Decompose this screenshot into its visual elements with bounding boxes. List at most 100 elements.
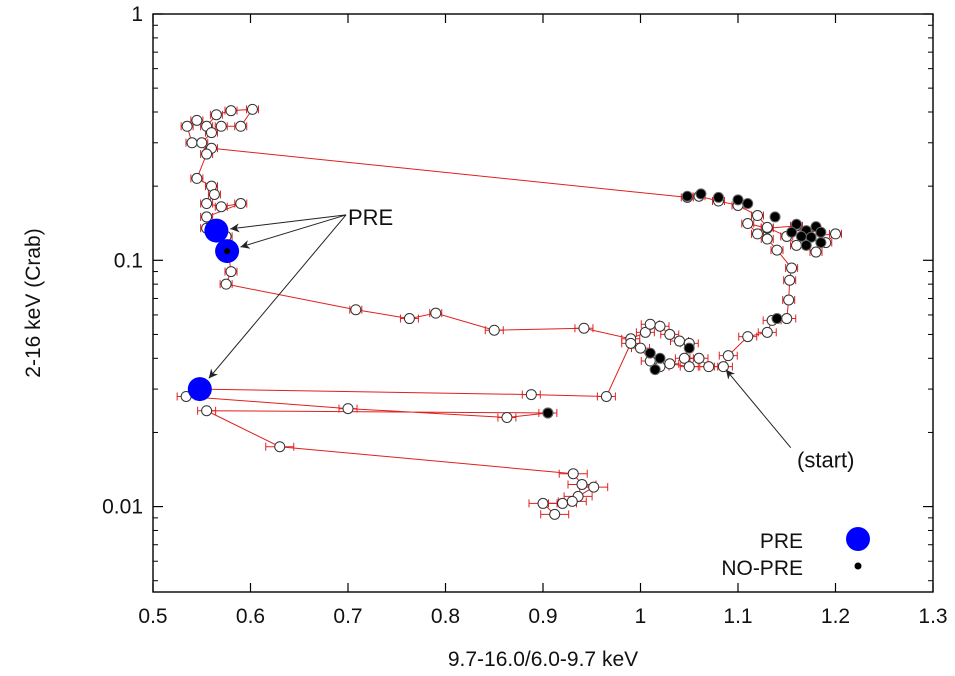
nopre-point: [732, 194, 744, 206]
data-point: [488, 324, 500, 336]
x-tick-label: 0.8: [431, 605, 460, 628]
data-point: [576, 478, 588, 490]
track-points: [180, 103, 841, 520]
data-point: [693, 352, 705, 364]
y-tick-label: 0.01: [102, 496, 143, 519]
error-bars: [176, 105, 842, 519]
pre-point: [204, 218, 229, 243]
annotation-arrow: [725, 369, 792, 449]
data-point: [196, 137, 208, 149]
data-point: [191, 114, 203, 126]
nopre-point: [713, 191, 724, 203]
data-point: [664, 358, 676, 370]
nopre-points: [221, 188, 827, 419]
data-point: [674, 335, 685, 347]
legend-label-nopre: NO-PRE: [721, 557, 803, 580]
data-point: [588, 481, 600, 493]
nopre-point: [654, 352, 666, 364]
y-tick-label: 1: [131, 3, 143, 26]
legend-marker-pre: [846, 527, 870, 551]
data-point: [644, 318, 656, 330]
data-point: [635, 342, 646, 354]
data-point: [186, 137, 198, 149]
data-point: [342, 403, 354, 415]
data-point: [557, 497, 568, 509]
nopre-point: [644, 347, 656, 359]
x-tick-labels: 0.5 0.6 0.7 0.8 0.9 1 1.1 1.2 1.3: [138, 605, 947, 628]
data-point: [683, 361, 695, 373]
x-tick-label: 1: [635, 605, 647, 628]
data-point: [215, 120, 227, 132]
data-point: [225, 105, 237, 117]
data-point: [830, 228, 841, 240]
data-point: [549, 508, 561, 520]
y-tick-labels: 0.01 0.1 1: [102, 3, 143, 519]
data-point: [781, 313, 793, 325]
data-point: [220, 278, 232, 290]
data-point: [215, 201, 227, 213]
data-point: [501, 411, 513, 423]
data-point: [537, 497, 549, 509]
data-point: [201, 148, 213, 160]
pre-points: [187, 218, 240, 402]
x-tick-label: 0.6: [236, 605, 265, 628]
data-point: [403, 313, 415, 325]
data-point: [274, 441, 286, 453]
data-point: [567, 468, 579, 480]
annotation-arrow: [208, 214, 347, 379]
x-tick-label: 1.2: [821, 605, 850, 628]
data-point: [181, 120, 193, 132]
data-point: [664, 328, 676, 340]
data-point: [350, 304, 362, 316]
x-tick-label: 0.5: [138, 605, 167, 628]
data-point: [703, 361, 715, 373]
nopre-point: [695, 188, 707, 200]
x-tick-label: 1.3: [918, 605, 947, 628]
data-point: [235, 198, 247, 210]
annotations: PRE (start): [208, 205, 854, 473]
track-polyline: [184, 108, 837, 515]
nopre-point: [742, 198, 754, 210]
data-point: [752, 228, 763, 240]
data-point: [225, 266, 237, 278]
nopre-point: [771, 313, 783, 325]
axis-ticks: [152, 13, 934, 592]
pre-annotation-label: PRE: [348, 205, 393, 230]
annotation-arrow: [240, 214, 347, 249]
nopre-point: [815, 237, 827, 249]
track-line: [184, 108, 837, 515]
data-point: [761, 326, 773, 338]
data-point: [210, 109, 222, 121]
data-point: [525, 389, 537, 401]
data-point: [639, 326, 651, 338]
nopre-point: [791, 218, 802, 230]
y-axis-label: 2-16 keV (Crab): [22, 228, 45, 377]
legend: PRE NO-PRE: [721, 527, 870, 580]
data-point: [208, 188, 220, 200]
pre-point: [187, 377, 212, 402]
data-point: [201, 405, 213, 417]
nopre-point: [800, 239, 812, 251]
data-point: [578, 322, 590, 334]
nopre-point: [542, 407, 554, 419]
data-point: [654, 320, 666, 332]
data-point: [784, 274, 796, 286]
data-point: [722, 350, 734, 362]
nopre-point: [681, 190, 693, 202]
data-point: [201, 211, 213, 223]
data-point: [566, 495, 578, 507]
x-axis-label: 9.7-16.0/6.0-9.7 keV: [448, 648, 638, 671]
nopre-point: [815, 226, 827, 238]
data-point: [201, 198, 213, 210]
data-point: [191, 172, 203, 184]
data-point: [625, 337, 637, 349]
data-point: [761, 221, 773, 233]
data-point: [742, 331, 754, 343]
x-tick-label: 0.9: [528, 605, 557, 628]
nopre-point: [795, 230, 807, 242]
start-annotation-label: (start): [797, 448, 854, 473]
data-point: [771, 244, 783, 256]
data-point: [678, 352, 690, 364]
data-point: [810, 246, 822, 258]
